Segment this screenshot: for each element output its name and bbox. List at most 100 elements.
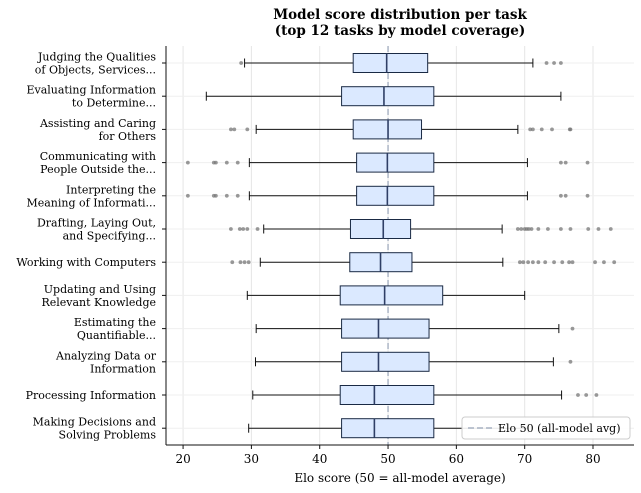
- outlier-point: [568, 227, 573, 231]
- outlier-point: [544, 61, 549, 65]
- outlier-point: [550, 127, 554, 132]
- x-axis-label: Elo score (50 = all-model average): [294, 471, 505, 485]
- outlier-point: [602, 260, 606, 265]
- x-tick-label: 50: [380, 452, 395, 466]
- category-label: Estimating the: [74, 316, 156, 329]
- outlier-point: [568, 127, 573, 132]
- outlier-point: [230, 260, 235, 265]
- outlier-point: [539, 127, 544, 132]
- outlier-point: [185, 193, 190, 198]
- outlier-point: [594, 393, 599, 397]
- outlier-point: [558, 227, 563, 231]
- outlier-point: [584, 393, 589, 397]
- outlier-point: [518, 260, 522, 265]
- outlier-point: [255, 227, 260, 231]
- outlier-point: [530, 260, 535, 265]
- outlier-point: [224, 160, 229, 165]
- outlier-point: [558, 61, 563, 65]
- category-label: People Outside the...: [40, 163, 156, 176]
- outlier-point: [567, 260, 571, 265]
- outlier-point: [596, 227, 601, 231]
- outlier-point: [568, 359, 573, 364]
- outlier-point: [224, 193, 229, 198]
- category-label: Analyzing Data or: [55, 349, 157, 362]
- outlier-point: [552, 260, 556, 265]
- box-iqr: [341, 318, 430, 339]
- outlier-point: [536, 260, 541, 265]
- outlier-point: [245, 127, 250, 132]
- category-label: Evaluating Information: [26, 84, 156, 97]
- category-label: Updating and Using: [44, 283, 156, 296]
- outlier-point: [593, 260, 597, 265]
- outlier-point: [536, 227, 541, 231]
- outlier-point: [585, 160, 590, 165]
- category-label: Making Decisions and: [33, 416, 156, 429]
- outlier-point: [213, 193, 218, 198]
- outlier-point: [242, 260, 247, 265]
- outlier-point: [530, 127, 535, 132]
- box-iqr: [356, 185, 435, 206]
- outlier-point: [528, 127, 533, 132]
- category-label: Assisting and Caring: [39, 117, 156, 130]
- outlier-point: [543, 260, 548, 265]
- box-iqr: [341, 418, 435, 439]
- category-label: Drafting, Laying Out,: [37, 217, 156, 230]
- box-iqr: [341, 351, 430, 372]
- category-label: Information: [90, 362, 156, 375]
- chart-title-line: Model score distribution per task: [273, 7, 527, 23]
- outlier-point: [526, 260, 531, 265]
- box-iqr: [339, 385, 435, 405]
- category-label: Communicating with: [40, 150, 156, 163]
- category-label: Judging the Qualities: [37, 51, 156, 64]
- outlier-point: [570, 260, 575, 265]
- outlier-point: [558, 160, 563, 165]
- outlier-point: [515, 227, 520, 231]
- category-label: Working with Computers: [16, 256, 156, 269]
- outlier-point: [586, 227, 591, 231]
- outlier-point: [229, 127, 233, 132]
- outlier-point: [521, 260, 526, 265]
- x-tick-label: 60: [449, 452, 464, 466]
- x-tick-label: 30: [244, 452, 259, 466]
- outlier-point: [229, 227, 233, 231]
- outlier-point: [570, 326, 575, 331]
- outlier-point: [245, 227, 250, 231]
- box-iqr: [339, 285, 444, 306]
- x-tick-label: 20: [175, 452, 190, 466]
- outlier-point: [235, 193, 240, 198]
- outlier-point: [585, 193, 590, 198]
- category-label: for Others: [99, 130, 157, 143]
- outlier-point: [563, 193, 568, 198]
- outlier-point: [552, 61, 556, 65]
- outlier-point: [185, 160, 190, 165]
- x-tick-label: 40: [312, 452, 327, 466]
- outlier-point: [246, 260, 251, 265]
- x-tick-label: 80: [585, 452, 600, 466]
- category-label: Solving Problems: [59, 429, 157, 442]
- outlier-point: [519, 227, 524, 231]
- outlier-point: [213, 160, 218, 165]
- outlier-point: [241, 227, 246, 231]
- category-label: of Objects, Services...: [35, 64, 156, 77]
- category-label: and Specifying...: [63, 230, 156, 243]
- outlier-point: [232, 127, 237, 132]
- outlier-point: [238, 260, 243, 265]
- outlier-point: [546, 227, 550, 231]
- legend-label: Elo 50 (all-model avg): [498, 422, 621, 435]
- outlier-point: [608, 227, 613, 231]
- outlier-point: [612, 260, 617, 265]
- x-tick-label: 70: [517, 452, 532, 466]
- outlier-point: [529, 227, 534, 231]
- outlier-point: [560, 260, 565, 265]
- category-label: Interpreting the: [66, 183, 156, 196]
- legend-box: [461, 416, 631, 440]
- outlier-point: [235, 160, 240, 165]
- category-label: Meaning of Informati...: [26, 196, 156, 209]
- category-label: to Determine...: [72, 97, 156, 110]
- outlier-point: [239, 61, 244, 65]
- category-label: Processing Information: [26, 389, 156, 402]
- box-iqr: [352, 53, 429, 73]
- outlier-point: [576, 393, 580, 397]
